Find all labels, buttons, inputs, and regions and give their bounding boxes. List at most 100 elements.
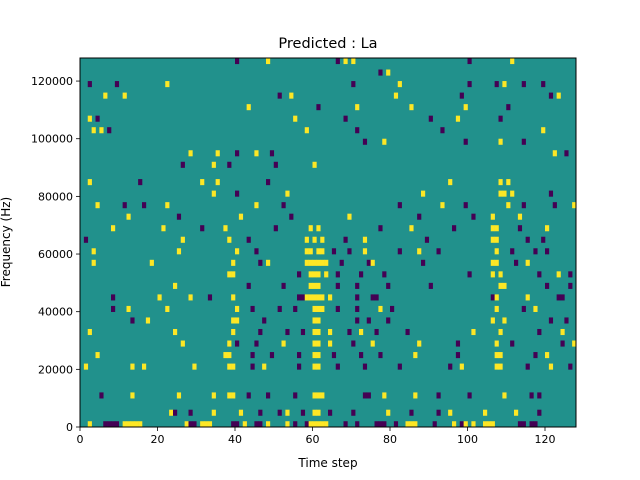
heatmap-cell (320, 294, 325, 301)
y-tick-label: 0 (66, 421, 73, 434)
heatmap-cell (293, 392, 298, 399)
heatmap-cell (545, 225, 550, 232)
heatmap-cell (316, 294, 321, 301)
heatmap-cell (316, 317, 321, 324)
heatmap-cell (320, 236, 325, 243)
heatmap-cell (525, 363, 530, 370)
heatmap-cell (107, 421, 112, 428)
heatmap-cell (254, 150, 259, 157)
heatmap-cell (281, 282, 286, 289)
heatmap-cell (397, 202, 402, 209)
heatmap-cell (258, 259, 263, 266)
heatmap-cell (378, 421, 383, 428)
heatmap-cell (300, 294, 306, 301)
heatmap-cell (285, 421, 290, 428)
heatmap-cell (568, 271, 573, 278)
heatmap-cell (490, 271, 495, 278)
heatmap-cell (165, 81, 170, 88)
heatmap-cell (537, 328, 542, 336)
heatmap-cell (455, 115, 461, 122)
heatmap-cell (87, 328, 92, 336)
heatmap-cell (297, 294, 302, 301)
heatmap-cell (533, 305, 538, 312)
heatmap-cell (362, 248, 368, 255)
heatmap-cell (269, 352, 275, 359)
heatmap-cell (552, 202, 557, 209)
heatmap-cell (246, 282, 251, 289)
heatmap-cell (297, 352, 302, 359)
heatmap-cell (382, 392, 387, 399)
heatmap-cell (227, 363, 232, 370)
heatmap-cell (277, 409, 282, 416)
heatmap-cell (521, 421, 526, 428)
heatmap-cell (316, 363, 321, 370)
heatmap-cell (525, 294, 530, 301)
heatmap-cell (355, 317, 360, 324)
heatmap-cell (316, 282, 321, 289)
heatmap-cell (463, 202, 468, 209)
heatmap-cell (250, 352, 255, 359)
heatmap-cell (409, 225, 414, 232)
heatmap-cell (471, 213, 476, 220)
heatmap-cell (312, 271, 317, 278)
heatmap-cell (541, 127, 546, 134)
y-tick-label: 40000 (38, 306, 73, 319)
heatmap-cell (572, 340, 577, 347)
heatmap-cell (126, 421, 131, 428)
heatmap-cell (293, 305, 298, 312)
heatmap-cell (548, 363, 554, 370)
heatmap-cell (498, 328, 503, 336)
heatmap-cell (95, 202, 100, 209)
heatmap-cell (343, 58, 348, 65)
heatmap-cell (200, 421, 205, 428)
heatmap-cell (188, 409, 193, 416)
heatmap-cell (409, 409, 414, 416)
heatmap-cell (250, 363, 255, 370)
heatmap-cell (459, 421, 464, 428)
heatmap-cell (258, 409, 263, 416)
heatmap-cell (180, 236, 185, 243)
heatmap-cell (316, 225, 321, 232)
heatmap-cell (502, 190, 507, 197)
heatmap-cell (560, 294, 565, 301)
heatmap-cell (343, 236, 348, 243)
heatmap-cell (211, 409, 216, 416)
heatmap-cell (246, 392, 251, 399)
heatmap-cell (494, 259, 499, 266)
heatmap-cell (250, 305, 255, 312)
heatmap-cell (405, 328, 410, 336)
heatmap-cell (83, 236, 89, 243)
heatmap-cell (122, 202, 127, 209)
heatmap-cell (490, 236, 495, 243)
heatmap-cell (494, 225, 499, 232)
heatmap-cell (324, 271, 329, 278)
heatmap-cell (347, 248, 352, 255)
heatmap-cell (173, 328, 178, 336)
heatmap-cell (320, 248, 325, 255)
heatmap-cell (83, 363, 89, 370)
heatmap-cell (502, 317, 507, 324)
heatmap-cell (304, 236, 309, 243)
heatmap-cell (277, 305, 282, 312)
heatmap-cell (409, 421, 414, 428)
heatmap-cell (99, 392, 104, 399)
heatmap-cell (87, 421, 92, 428)
heatmap-cell (421, 190, 426, 197)
heatmap-cell (130, 363, 135, 370)
heatmap-cell (413, 421, 418, 428)
heatmap-cell (498, 190, 503, 197)
heatmap-cell (541, 236, 546, 243)
heatmap-cell (409, 104, 414, 111)
heatmap-cell (490, 294, 495, 301)
heatmap-cell (204, 421, 209, 428)
heatmap-cell (560, 328, 565, 336)
heatmap-cell (304, 248, 309, 255)
heatmap-cell (335, 271, 340, 278)
heatmap-cell (122, 421, 127, 428)
heatmap-cell (142, 202, 147, 209)
heatmap-cell (467, 58, 472, 65)
heatmap-cell (258, 421, 263, 428)
heatmap-cell (176, 213, 182, 220)
heatmap-cell (359, 352, 364, 359)
